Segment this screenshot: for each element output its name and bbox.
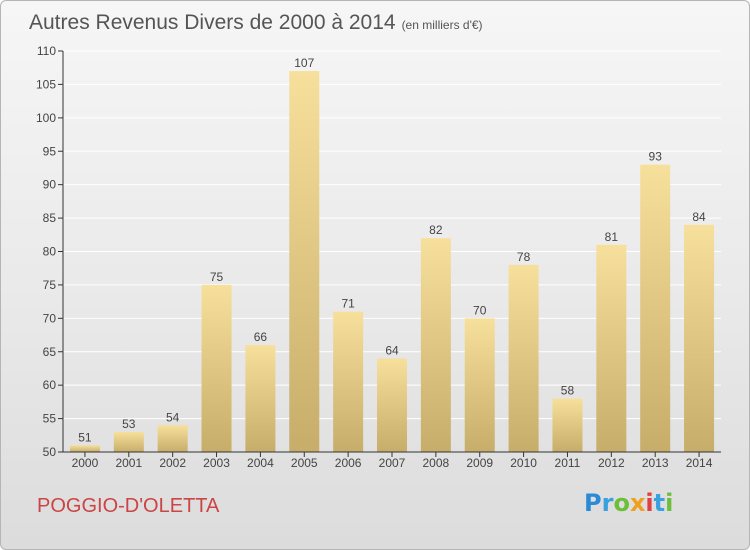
x-tick-label-2009: 2009 [466,456,493,470]
bar-2009 [464,318,495,452]
logo-letter: i [645,489,654,517]
logo-letter: r [601,489,614,517]
x-tick-label-2002: 2002 [159,456,186,470]
data-label-2008: 82 [429,223,443,237]
y-tick-label: 90 [43,178,57,192]
bar-2014 [684,224,715,452]
x-tick-label-2007: 2007 [379,456,406,470]
y-tick-label: 80 [43,245,57,259]
bar-2000 [69,445,100,452]
bar-2003 [201,284,232,452]
data-label-2004: 66 [254,330,268,344]
bars: 51 53 54 75 66 107 71 64 82 70 78 58 81 93 84 [69,56,715,453]
bar-2004 [245,345,276,452]
data-label-2000: 51 [78,430,92,444]
y-tick-label: 75 [43,278,57,292]
data-label-2005: 107 [294,56,314,70]
y-tick-label: 110 [37,44,56,58]
y-tick-label: 70 [43,311,57,325]
commune-name: POGGIO-D'OLETTA [37,495,220,517]
x-tick-label-2005: 2005 [291,456,318,470]
bar-2002 [157,425,188,452]
proxiti-logo[interactable]: Proxiti [584,489,673,517]
bar-2001 [113,431,144,452]
x-tick-label-2006: 2006 [335,456,362,470]
x-tick-label-2011: 2011 [555,456,581,470]
x-tick-label-2010: 2010 [510,456,537,470]
x-tick-label-2004: 2004 [247,456,274,470]
data-label-2006: 71 [341,297,355,311]
logo-letter: t [653,489,666,517]
data-label-2014: 84 [692,210,706,224]
axes: 50 55 60 65 70 75 80 85 90 95 100 105 110 2000 2001 200… [36,44,721,470]
y-tick-label: 65 [43,345,57,359]
y-tick-label: 100 [36,111,56,125]
logo-letter: x [629,489,646,517]
x-tick-label-2000: 2000 [72,456,99,470]
bar-2010 [508,264,539,452]
bar-2011 [552,398,583,452]
bar-2006 [333,311,364,452]
x-tick-label-2013: 2013 [642,456,669,470]
bar-2012 [596,244,627,452]
data-label-2010: 78 [517,250,531,264]
data-label-2009: 70 [473,303,487,317]
x-tick-label-2001: 2001 [115,456,142,470]
chart-title: Autres Revenus Divers de 2000 à 2014 [29,11,396,34]
chart-title-block: Autres Revenus Divers de 2000 à 2014 (en … [29,11,483,35]
x-tick-label-2003: 2003 [203,456,230,470]
data-label-2011: 58 [561,384,575,398]
y-tick-label: 50 [43,445,57,459]
x-tick-label-2012: 2012 [598,456,625,470]
y-tick-label: 105 [36,77,56,91]
y-tick-label: 60 [43,378,57,392]
chart-subtitle: (en milliers d'€) [401,18,483,32]
bar-2005 [289,71,320,453]
data-label-2002: 54 [166,410,180,424]
x-tick-label-2014: 2014 [686,456,713,470]
bar-2007 [377,358,407,452]
data-label-2012: 81 [605,230,619,244]
logo-letter: o [613,489,630,517]
bar-2013 [640,164,671,452]
data-label-2001: 53 [122,417,136,431]
y-tick-label: 55 [43,412,57,426]
logo-letter: P [584,489,602,517]
data-label-2007: 64 [385,343,399,357]
y-tick-label: 95 [43,144,57,158]
x-tick-label-2008: 2008 [423,456,450,470]
bar-2008 [420,238,451,452]
data-label-2013: 93 [649,150,663,164]
logo-letter: i [665,489,674,517]
data-label-2003: 75 [210,270,224,284]
y-tick-label: 85 [43,211,57,225]
